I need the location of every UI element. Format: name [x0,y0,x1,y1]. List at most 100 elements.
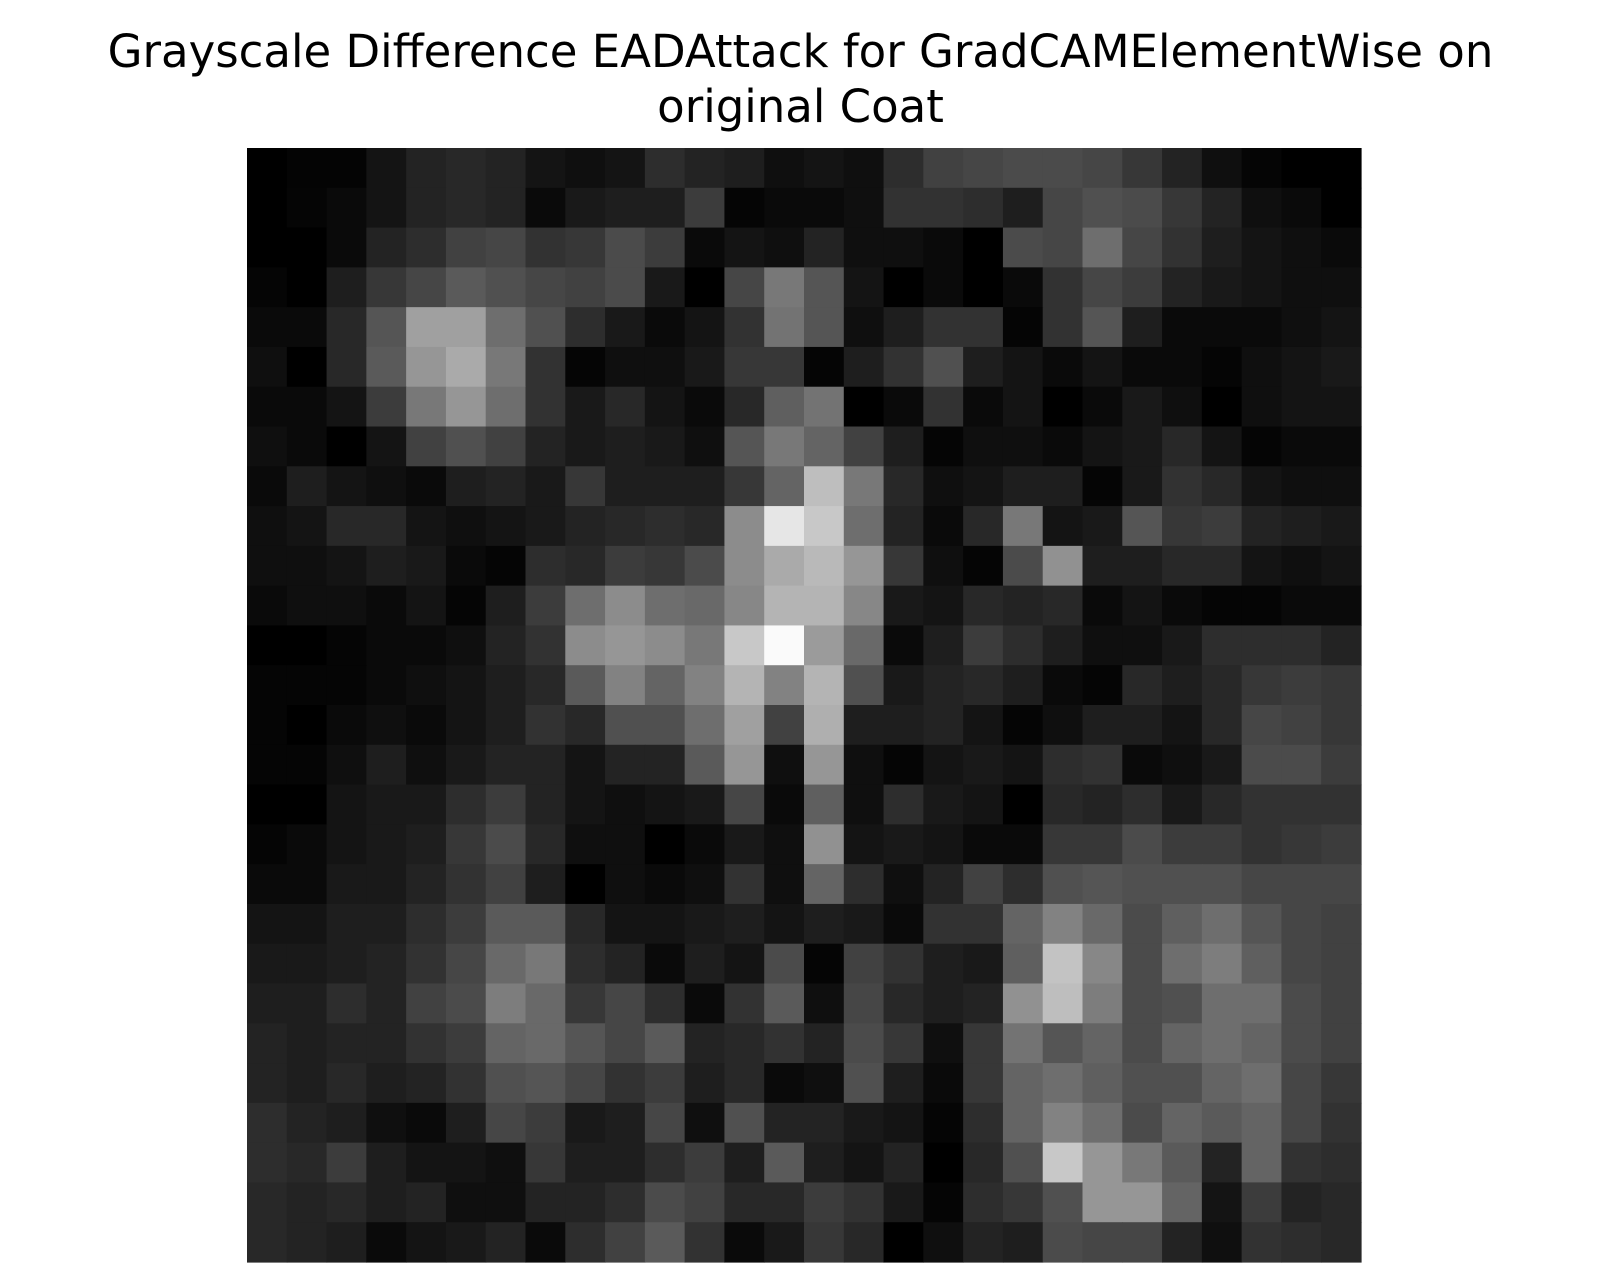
heatmap-cell-r13-c13 [764,665,805,706]
heatmap-cell-r3-c9 [605,267,646,308]
heatmap-cell-r8-c17 [923,466,964,507]
heatmap-cell-r20-c8 [565,943,606,985]
heatmap-cell-r0-c26 [1281,148,1322,189]
heatmap-cell-r27-c14 [804,1222,845,1263]
heatmap-cell-r8-c6 [485,466,527,507]
heatmap-cell-r17-c20 [1042,824,1084,865]
heatmap-cell-r4-c3 [366,307,407,348]
heatmap-cell-r6-c3 [366,386,407,428]
heatmap-cell-r9-c21 [1082,506,1123,547]
heatmap-cell-r20-c9 [605,943,646,985]
heatmap-cell-r15-c12 [724,744,765,786]
heatmap-cell-r25-c12 [724,1142,765,1184]
heatmap-cell-r0-c12 [724,148,765,189]
heatmap-cell-r23-c3 [366,1063,407,1104]
heatmap-cell-r19-c13 [764,903,805,945]
heatmap-cell-r21-c26 [1281,983,1322,1024]
heatmap-cell-r24-c10 [644,1102,686,1144]
heatmap-cell-r3-c25 [1241,267,1283,308]
heatmap-cell-r3-c24 [1201,267,1243,308]
heatmap-cell-r7-c2 [326,426,367,467]
heatmap-cell-r4-c9 [605,307,646,348]
heatmap-cell-r11-c14 [804,585,845,627]
heatmap-cell-r7-c24 [1201,426,1243,467]
heatmap-cell-r5-c7 [525,346,566,388]
heatmap-cell-r0-c6 [485,148,527,189]
heatmap-cell-r15-c8 [565,744,606,786]
heatmap-cell-r15-c22 [1122,744,1163,786]
heatmap-cell-r25-c27 [1321,1142,1362,1184]
heatmap-cell-r26-c13 [764,1182,805,1223]
heatmap-cell-r14-c23 [1162,705,1203,746]
heatmap-cell-r25-c6 [485,1142,527,1184]
heatmap-cell-r7-c3 [366,426,407,467]
heatmap-cell-r15-c25 [1241,744,1283,786]
heatmap-cell-r26-c1 [286,1182,328,1223]
heatmap-cell-r19-c16 [883,903,924,945]
heatmap-cell-r2-c7 [525,227,566,268]
heatmap-cell-r18-c1 [286,864,328,905]
heatmap-cell-r17-c2 [326,824,367,865]
heatmap-cell-r3-c3 [366,267,407,308]
heatmap-cell-r17-c11 [684,824,726,865]
heatmap-cell-r10-c21 [1082,545,1123,587]
heatmap-cell-r7-c27 [1321,426,1362,467]
heatmap-cell-r10-c22 [1122,545,1163,587]
heatmap-cell-r2-c0 [247,227,288,268]
heatmap-cell-r18-c20 [1042,864,1084,905]
heatmap-cell-r19-c9 [605,903,646,945]
heatmap-cell-r11-c6 [485,585,527,627]
heatmap-cell-r25-c5 [445,1142,487,1184]
heatmap-cell-r19-c19 [1002,903,1044,945]
heatmap-cell-r14-c3 [366,705,407,746]
heatmap-cell-r24-c14 [804,1102,845,1144]
heatmap-cell-r2-c6 [485,227,527,268]
heatmap-cell-r2-c1 [286,227,328,268]
heatmap-cell-r15-c0 [247,744,288,786]
heatmap-cell-r20-c0 [247,943,288,985]
heatmap-cell-r1-c26 [1281,187,1322,229]
heatmap-cell-r16-c1 [286,784,328,825]
heatmap-cell-r2-c16 [883,227,924,268]
heatmap-cell-r25-c0 [247,1142,288,1184]
heatmap-cell-r16-c3 [366,784,407,825]
heatmap-cell-r24-c11 [684,1102,726,1144]
heatmap-cell-r13-c26 [1281,665,1322,706]
heatmap-cell-r9-c5 [445,506,487,547]
heatmap-cell-r2-c2 [326,227,367,268]
heatmap-cell-r20-c5 [445,943,487,985]
heatmap-cell-r7-c0 [247,426,288,467]
heatmap-cell-r5-c3 [366,346,407,388]
heatmap-cell-r26-c24 [1201,1182,1243,1223]
heatmap-cell-r0-c1 [286,148,328,189]
heatmap-cell-r0-c27 [1321,148,1362,189]
heatmap-cell-r15-c16 [883,744,924,786]
heatmap-cell-r1-c18 [963,187,1004,229]
heatmap-cell-r2-c23 [1162,227,1203,268]
heatmap-cell-r1-c11 [684,187,726,229]
heatmap-cell-r2-c8 [565,227,606,268]
heatmap-cell-r17-c3 [366,824,407,865]
heatmap-cell-r9-c1 [286,506,328,547]
heatmap-cell-r9-c13 [764,506,805,547]
heatmap-cell-r22-c11 [684,1023,726,1064]
heatmap-cell-r19-c14 [804,903,845,945]
heatmap-cell-r7-c4 [406,426,447,467]
heatmap-cell-r21-c15 [843,983,885,1024]
heatmap-cell-r19-c18 [963,903,1004,945]
heatmap-cell-r14-c25 [1241,705,1283,746]
heatmap-cell-r18-c13 [764,864,805,905]
heatmap-cell-r21-c9 [605,983,646,1024]
heatmap-cell-r10-c13 [764,545,805,587]
heatmap-cell-r1-c6 [485,187,527,229]
heatmap-cell-r16-c7 [525,784,566,825]
heatmap-cell-r5-c1 [286,346,328,388]
heatmap-cell-r26-c23 [1162,1182,1203,1223]
heatmap-cell-r10-c1 [286,545,328,587]
heatmap-cell-r27-c24 [1201,1222,1243,1263]
heatmap-cell-r6-c27 [1321,386,1362,428]
heatmap-cell-r18-c4 [406,864,447,905]
heatmap-cell-r21-c22 [1122,983,1163,1024]
heatmap-cell-r5-c27 [1321,346,1362,388]
heatmap-cell-r24-c5 [445,1102,487,1144]
